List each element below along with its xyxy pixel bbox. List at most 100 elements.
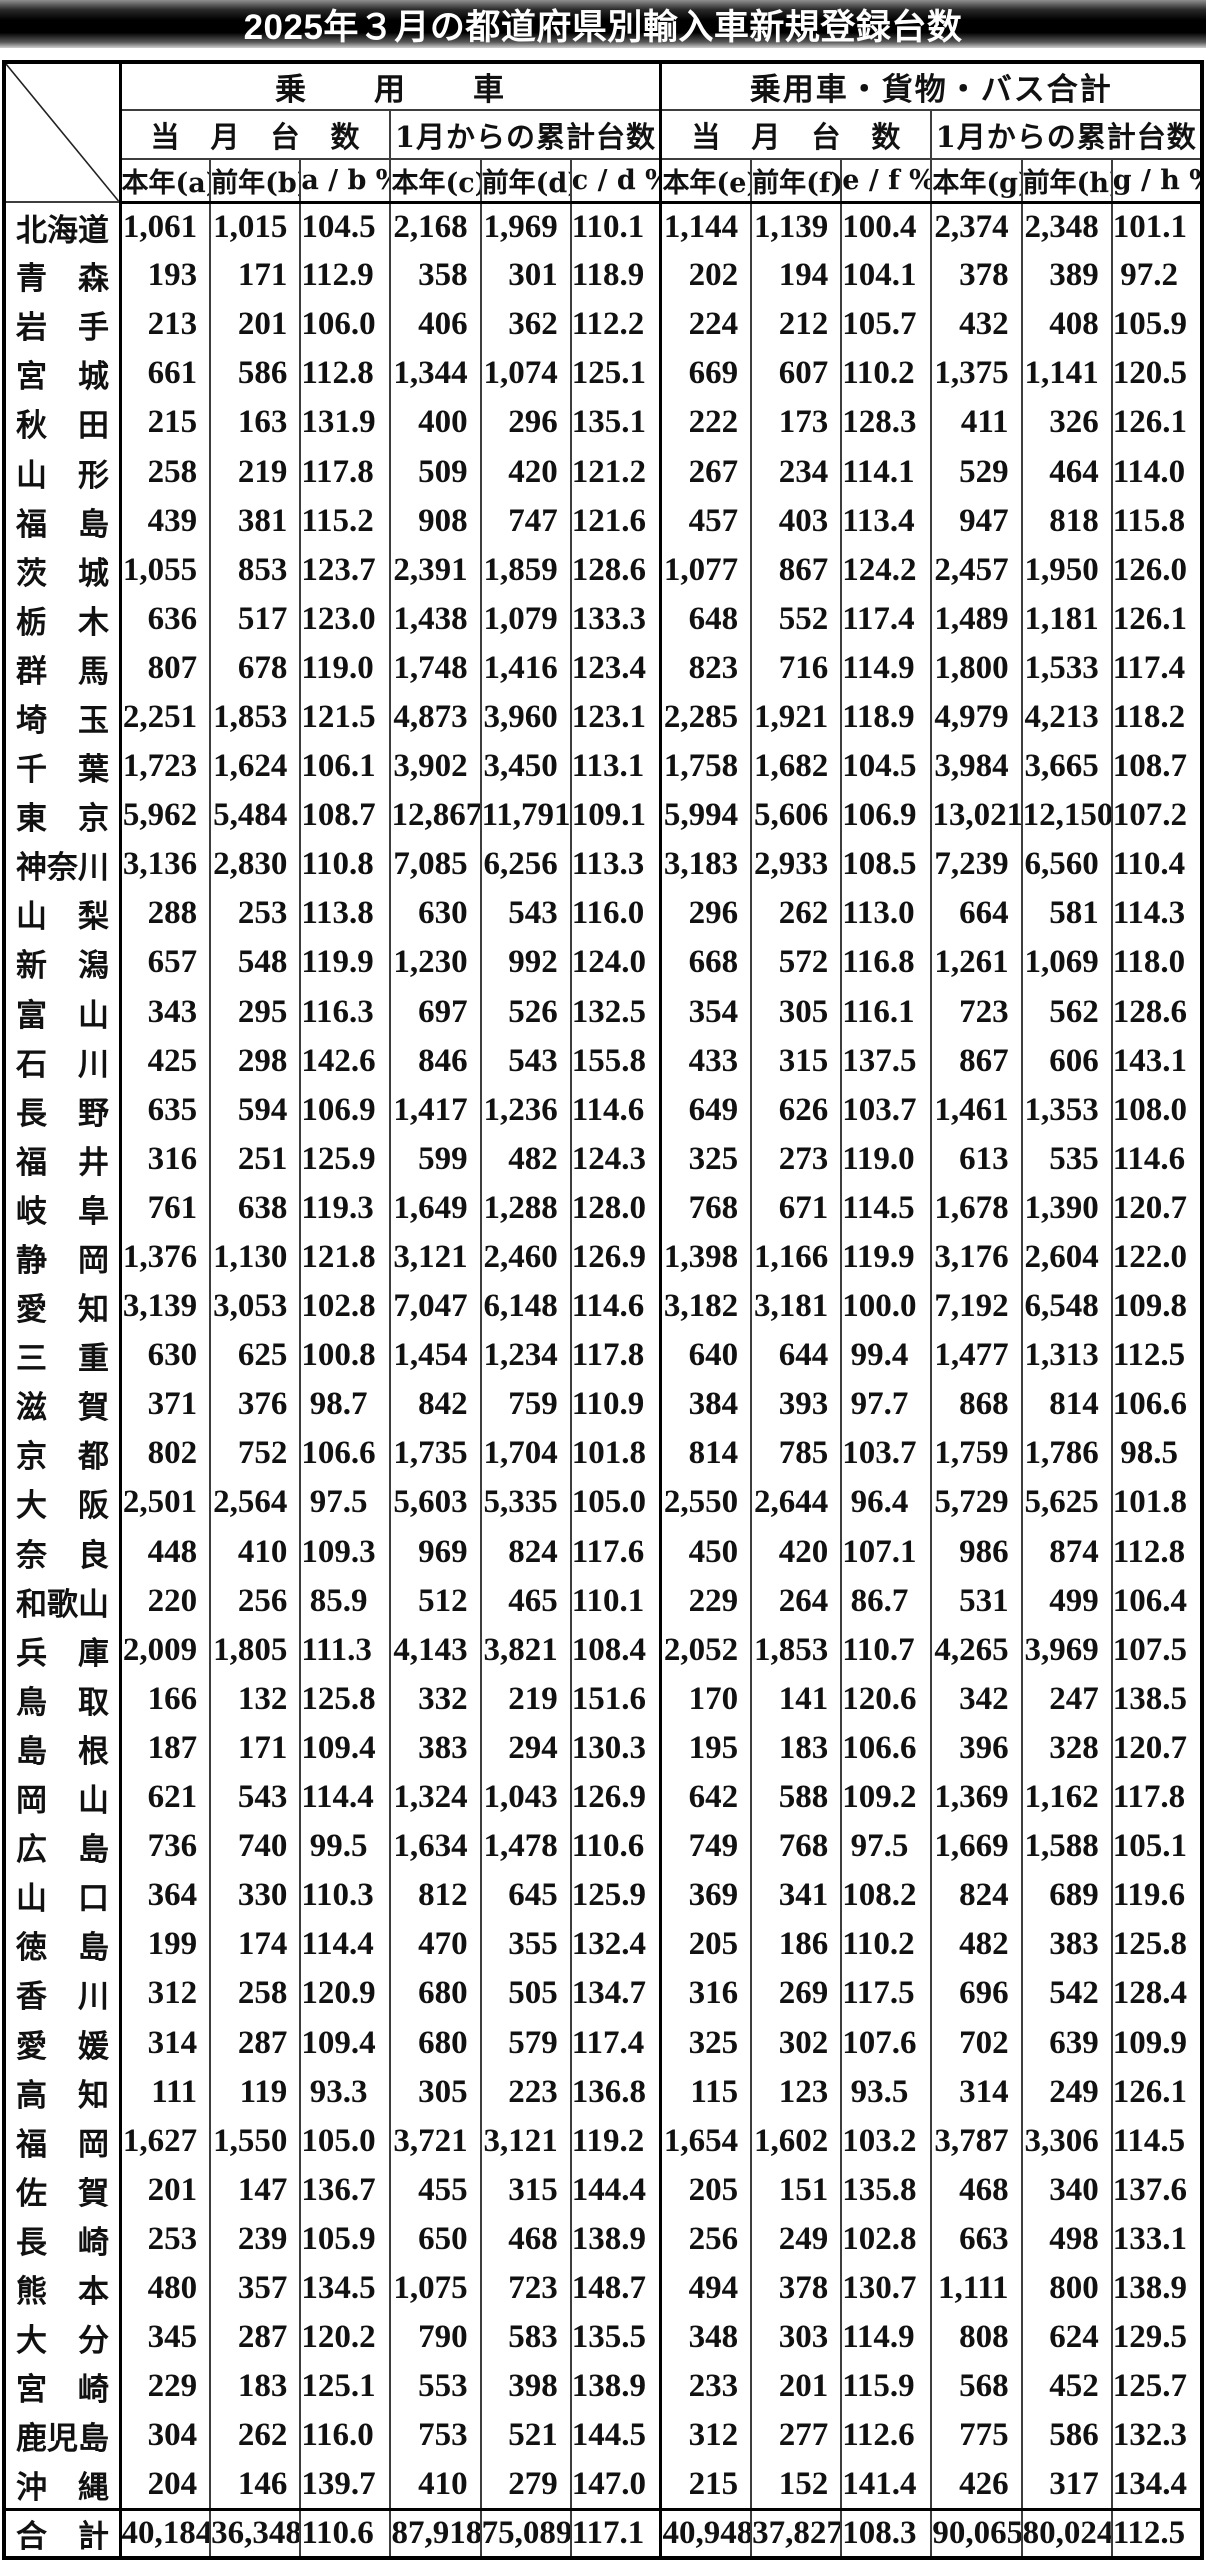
value-cell: 171 <box>209 1723 301 1773</box>
value-cell: 119.6 <box>1110 1871 1202 1921</box>
value-cell: 247 <box>1020 1674 1112 1724</box>
value-cell: 316 <box>118 1134 211 1184</box>
value-cell: 328 <box>1020 1723 1112 1773</box>
col-header-ratio-ef: e / f % <box>840 159 932 204</box>
value-cell: 378 <box>750 2263 842 2314</box>
value-cell: 1,758 <box>659 742 752 792</box>
value-cell: 343 <box>118 987 211 1037</box>
value-cell: 116.0 <box>299 2411 391 2461</box>
value-cell: 464 <box>1020 447 1112 497</box>
value-cell: 579 <box>479 2018 571 2068</box>
value-cell: 3,176 <box>930 1232 1022 1283</box>
prefecture-name: 熊 本 <box>16 2273 109 2310</box>
value-cell: 389 <box>1020 251 1112 301</box>
value-cell: 5,962 <box>118 791 211 841</box>
value-cell: 624 <box>1020 2313 1112 2363</box>
value-cell: 1,015 <box>209 202 301 252</box>
value-cell: 702 <box>930 2018 1022 2068</box>
value-cell: 135.8 <box>840 2165 932 2215</box>
value-cell: 40,184 <box>118 2507 211 2559</box>
value-cell: 369 <box>659 1871 752 1921</box>
value-cell: 1,859 <box>479 545 571 595</box>
value-cell: 1,853 <box>750 1625 842 1675</box>
value-cell: 279 <box>479 2460 571 2510</box>
value-cell: 114.9 <box>840 2313 932 2363</box>
value-cell: 86.7 <box>840 1576 932 1626</box>
value-cell: 3,787 <box>930 2116 1022 2166</box>
value-cell: 224 <box>659 300 752 350</box>
value-cell: 599 <box>389 1134 481 1184</box>
value-cell: 304 <box>118 2411 211 2461</box>
value-cell: 992 <box>479 938 571 988</box>
value-cell: 439 <box>118 496 211 546</box>
value-cell: 814 <box>659 1429 752 1479</box>
value-cell: 378 <box>930 251 1022 301</box>
value-cell: 613 <box>930 1134 1022 1184</box>
value-cell: 205 <box>659 1920 752 1970</box>
value-cell: 80,024 <box>1020 2507 1112 2559</box>
value-cell: 109.4 <box>299 1723 391 1773</box>
value-cell: 119.0 <box>299 643 391 693</box>
value-cell: 768 <box>659 1183 752 1233</box>
value-cell: 607 <box>750 349 842 399</box>
value-cell: 113.3 <box>569 840 661 890</box>
value-cell: 114.6 <box>569 1085 661 1135</box>
value-cell: 106.1 <box>299 742 391 792</box>
value-cell: 305 <box>389 2067 481 2117</box>
value-cell: 1,181 <box>1020 594 1112 644</box>
value-cell: 119.2 <box>569 2116 661 2166</box>
value-cell: 450 <box>659 1527 752 1577</box>
header-cumulative-from-january-passenger: 1月からの累計台数 <box>389 110 661 160</box>
col-header-this-year-c: 本年(c) <box>389 159 481 204</box>
value-cell: 138.9 <box>569 2214 661 2264</box>
value-cell: 11,791 <box>479 791 571 841</box>
prefecture-name: 静 岡 <box>16 1243 109 1280</box>
value-cell: 312 <box>118 1969 211 2019</box>
value-cell: 1,800 <box>930 643 1022 693</box>
value-cell: 1,166 <box>750 1232 842 1283</box>
value-cell: 108.2 <box>840 1871 932 1921</box>
value-cell: 103.2 <box>840 2116 932 2166</box>
value-cell: 512 <box>389 1576 481 1626</box>
prefecture-name: 岩 手 <box>16 310 109 347</box>
header-passenger-cargo-bus-total: 乗用車・貨物・バス合計 <box>659 62 1202 111</box>
value-cell: 110.6 <box>299 2507 391 2559</box>
value-cell: 108.0 <box>1110 1085 1202 1135</box>
value-cell: 128.4 <box>1110 1969 1202 2019</box>
value-cell: 986 <box>930 1527 1022 1577</box>
value-cell: 126.1 <box>1110 2067 1202 2117</box>
prefecture-name: 東 京 <box>16 801 109 838</box>
table-row: 熊 本 480 357 134.5 1,075 723 148.7 494 378 130.7 1,… <box>4 2263 1202 2314</box>
prefecture-name: 沖 縄 <box>16 2469 109 2506</box>
value-cell: 645 <box>479 1871 571 1921</box>
col-header-this-year-g: 本年(g) <box>930 159 1022 204</box>
table-row: 千 葉 1,723 1,624 106.1 3,902 3,450 113.1 1,758 1,… <box>4 742 1202 792</box>
value-cell: 5,729 <box>930 1478 1022 1528</box>
table-row: 広 島 736 740 99.5 1,634 1,478 110.6 749 768 97.5 1,… <box>4 1822 1202 1872</box>
value-cell: 768 <box>750 1822 842 1872</box>
value-cell: 433 <box>659 1036 752 1086</box>
value-cell: 638 <box>209 1183 301 1233</box>
prefecture-name: 愛 知 <box>16 1292 109 1329</box>
prefecture-name: 高 知 <box>16 2077 109 2114</box>
value-cell: 494 <box>659 2263 752 2314</box>
prefecture-name: 長 崎 <box>16 2224 109 2261</box>
value-cell: 505 <box>479 1969 571 2019</box>
value-cell: 215 <box>659 2460 752 2510</box>
value-cell: 119 <box>209 2067 301 2117</box>
value-cell: 134.4 <box>1110 2460 1202 2510</box>
value-cell: 1,489 <box>930 594 1022 644</box>
table-row: 愛 知 3,139 3,053 102.8 7,047 6,148 114.6 3,182 3,… <box>4 1282 1202 1332</box>
table-row: 京 都 802 752 106.6 1,735 1,704 101.8 814 785 103.7… <box>4 1429 1202 1479</box>
value-cell: 553 <box>389 2362 481 2412</box>
value-cell: 97.7 <box>840 1380 932 1430</box>
table-row: 富 山 343 295 116.3 697 526 132.5 354 305 116.1 723 5… <box>4 987 1202 1037</box>
value-cell: 121.2 <box>569 447 661 497</box>
table-row: 静 岡 1,376 1,130 121.8 3,121 2,460 126.9 1,398 1,… <box>4 1232 1202 1283</box>
table-row: 高 知 111 119 93.3 305 223 136.8 115 123 93.5 314 249… <box>4 2067 1202 2117</box>
value-cell: 302 <box>750 2018 842 2068</box>
value-cell: 120.6 <box>840 1674 932 1724</box>
value-cell: 420 <box>479 447 571 497</box>
value-cell: 581 <box>1020 889 1112 939</box>
value-cell: 1,376 <box>118 1232 211 1283</box>
